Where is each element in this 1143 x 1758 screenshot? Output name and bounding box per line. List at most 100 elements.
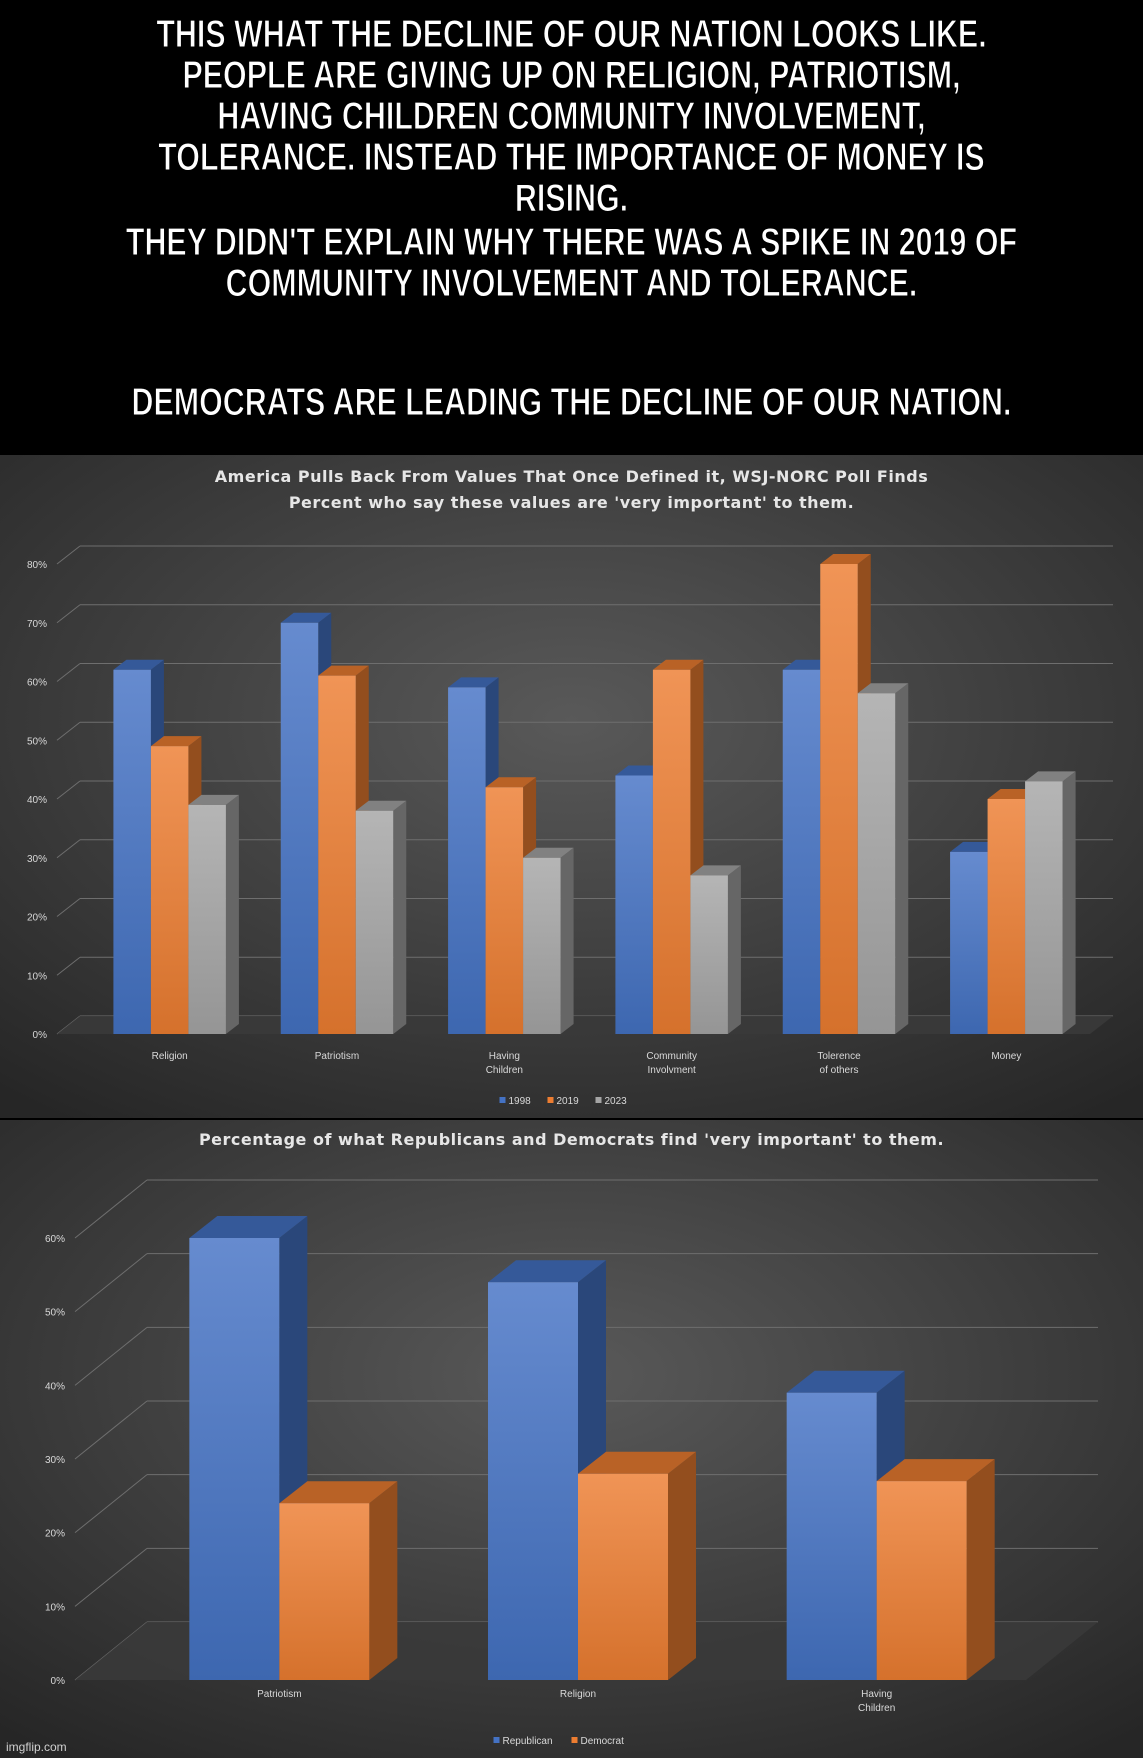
y-tick-label: 30% [27, 854, 47, 865]
gridline-diagonal [74, 1547, 148, 1607]
y-tick-label: 50% [27, 736, 47, 747]
bar-2019 [485, 787, 524, 1034]
bar-top [876, 1459, 995, 1482]
y-tick-label: 40% [45, 1381, 65, 1392]
bar-1998 [113, 669, 151, 1034]
party-bar-chart: Percentage of what Republicans and Democ… [0, 1120, 1143, 1758]
gridline-diagonal [74, 1400, 148, 1460]
y-tick-label: 20% [27, 913, 47, 924]
bar-democrat [876, 1481, 967, 1680]
bar-2023 [690, 875, 728, 1034]
bar-side [369, 1481, 398, 1680]
legend-label: Republican [503, 1736, 553, 1747]
bar-top [280, 612, 332, 623]
bar-top [488, 1260, 606, 1283]
legend-swatch [571, 1737, 578, 1743]
bar-2019 [150, 746, 189, 1034]
legend-swatch [547, 1097, 554, 1103]
bar-2019 [652, 669, 691, 1034]
bar-top [150, 736, 202, 747]
bar-2023 [523, 857, 561, 1034]
bar-top [578, 1451, 696, 1474]
gridline-diagonal [56, 839, 81, 859]
y-tick-label: 60% [45, 1234, 65, 1245]
chart-subtitle: Percent who say these values are 'very i… [289, 493, 854, 512]
y-tick-label: 10% [27, 971, 47, 982]
bar-top [820, 554, 871, 564]
y-tick-label: 50% [45, 1308, 65, 1319]
y-tick-label: 20% [45, 1529, 65, 1540]
bar-1998 [950, 851, 988, 1034]
legend-swatch [499, 1097, 506, 1103]
bar-top [857, 683, 909, 694]
bar-side [966, 1459, 995, 1680]
bar-2019 [987, 799, 1026, 1034]
x-category-label: Patriotism [257, 1689, 301, 1700]
y-tick-label: 70% [27, 619, 47, 630]
bar-2023 [1025, 781, 1063, 1034]
gridline-diagonal [56, 545, 81, 565]
gridline-diagonal [74, 1474, 148, 1534]
bar-2023 [188, 804, 226, 1034]
bar-2019 [820, 564, 858, 1034]
gridline-diagonal [56, 780, 81, 800]
x-category-label: Children [858, 1703, 895, 1714]
caption-line-3: DEMOCRATS ARE LEADING THE DECLINE OF OUR… [131, 381, 1012, 424]
chart-title: Percentage of what Republicans and Democ… [199, 1130, 944, 1149]
bar-side [1062, 771, 1076, 1034]
bar-republican [786, 1392, 877, 1680]
bar-democrat [578, 1473, 668, 1680]
x-category-label: of others [820, 1065, 859, 1076]
bar-side [560, 847, 574, 1034]
chart-panel-2: Percentage of what Republicans and Democ… [0, 1120, 1143, 1758]
y-tick-label: 30% [45, 1455, 65, 1466]
y-tick-label: 40% [27, 795, 47, 806]
chart-title: America Pulls Back From Values That Once… [215, 467, 928, 486]
caption-line-1: THIS WHAT THE DECLINE OF OUR NATION LOOK… [156, 13, 987, 220]
bar-side [668, 1451, 696, 1680]
bar-top [355, 800, 407, 811]
x-category-label: Tolerence [817, 1051, 861, 1062]
gridline-diagonal [56, 604, 81, 624]
legend-swatch [595, 1097, 602, 1103]
legend-label: Democrat [581, 1736, 625, 1747]
bar-1998 [280, 622, 319, 1034]
values-bar-chart: America Pulls Back From Values That Once… [0, 455, 1143, 1118]
legend-label: 1998 [509, 1096, 532, 1107]
bar-2023 [355, 810, 394, 1034]
bar-1998 [615, 775, 653, 1034]
y-tick-label: 60% [27, 678, 47, 689]
x-category-label: Money [991, 1051, 1021, 1062]
bar-top [690, 865, 741, 876]
bar-top [523, 847, 574, 858]
bar-top [113, 659, 164, 670]
bar-2023 [857, 693, 896, 1034]
y-tick-label: 0% [51, 1676, 66, 1687]
gridline-diagonal [74, 1326, 148, 1386]
bar-republican [488, 1282, 578, 1680]
legend-label: 2019 [557, 1096, 580, 1107]
bar-side [225, 794, 239, 1034]
y-tick-label: 10% [45, 1602, 65, 1613]
bar-1998 [782, 669, 821, 1034]
bar-top [652, 659, 704, 670]
imgflip-watermark: imgflip.com [6, 1740, 67, 1754]
bar-side [727, 865, 741, 1034]
gridline-diagonal [56, 956, 81, 976]
bar-republican [189, 1238, 280, 1680]
y-tick-label: 80% [27, 560, 47, 571]
gridline-diagonal [56, 721, 81, 741]
legend-label: 2023 [605, 1096, 628, 1107]
bar-top [188, 794, 239, 805]
x-category-label: Having [861, 1689, 892, 1700]
bar-top [485, 777, 537, 788]
gridline-diagonal [74, 1179, 148, 1239]
y-tick-label: 0% [33, 1030, 48, 1041]
x-category-label: Involvment [647, 1065, 696, 1076]
bar-top [318, 665, 369, 676]
x-category-label: Religion [152, 1051, 188, 1062]
x-category-label: Children [486, 1065, 523, 1076]
bar-top [448, 677, 499, 688]
gridline-diagonal [74, 1253, 148, 1313]
bar-democrat [279, 1503, 370, 1680]
